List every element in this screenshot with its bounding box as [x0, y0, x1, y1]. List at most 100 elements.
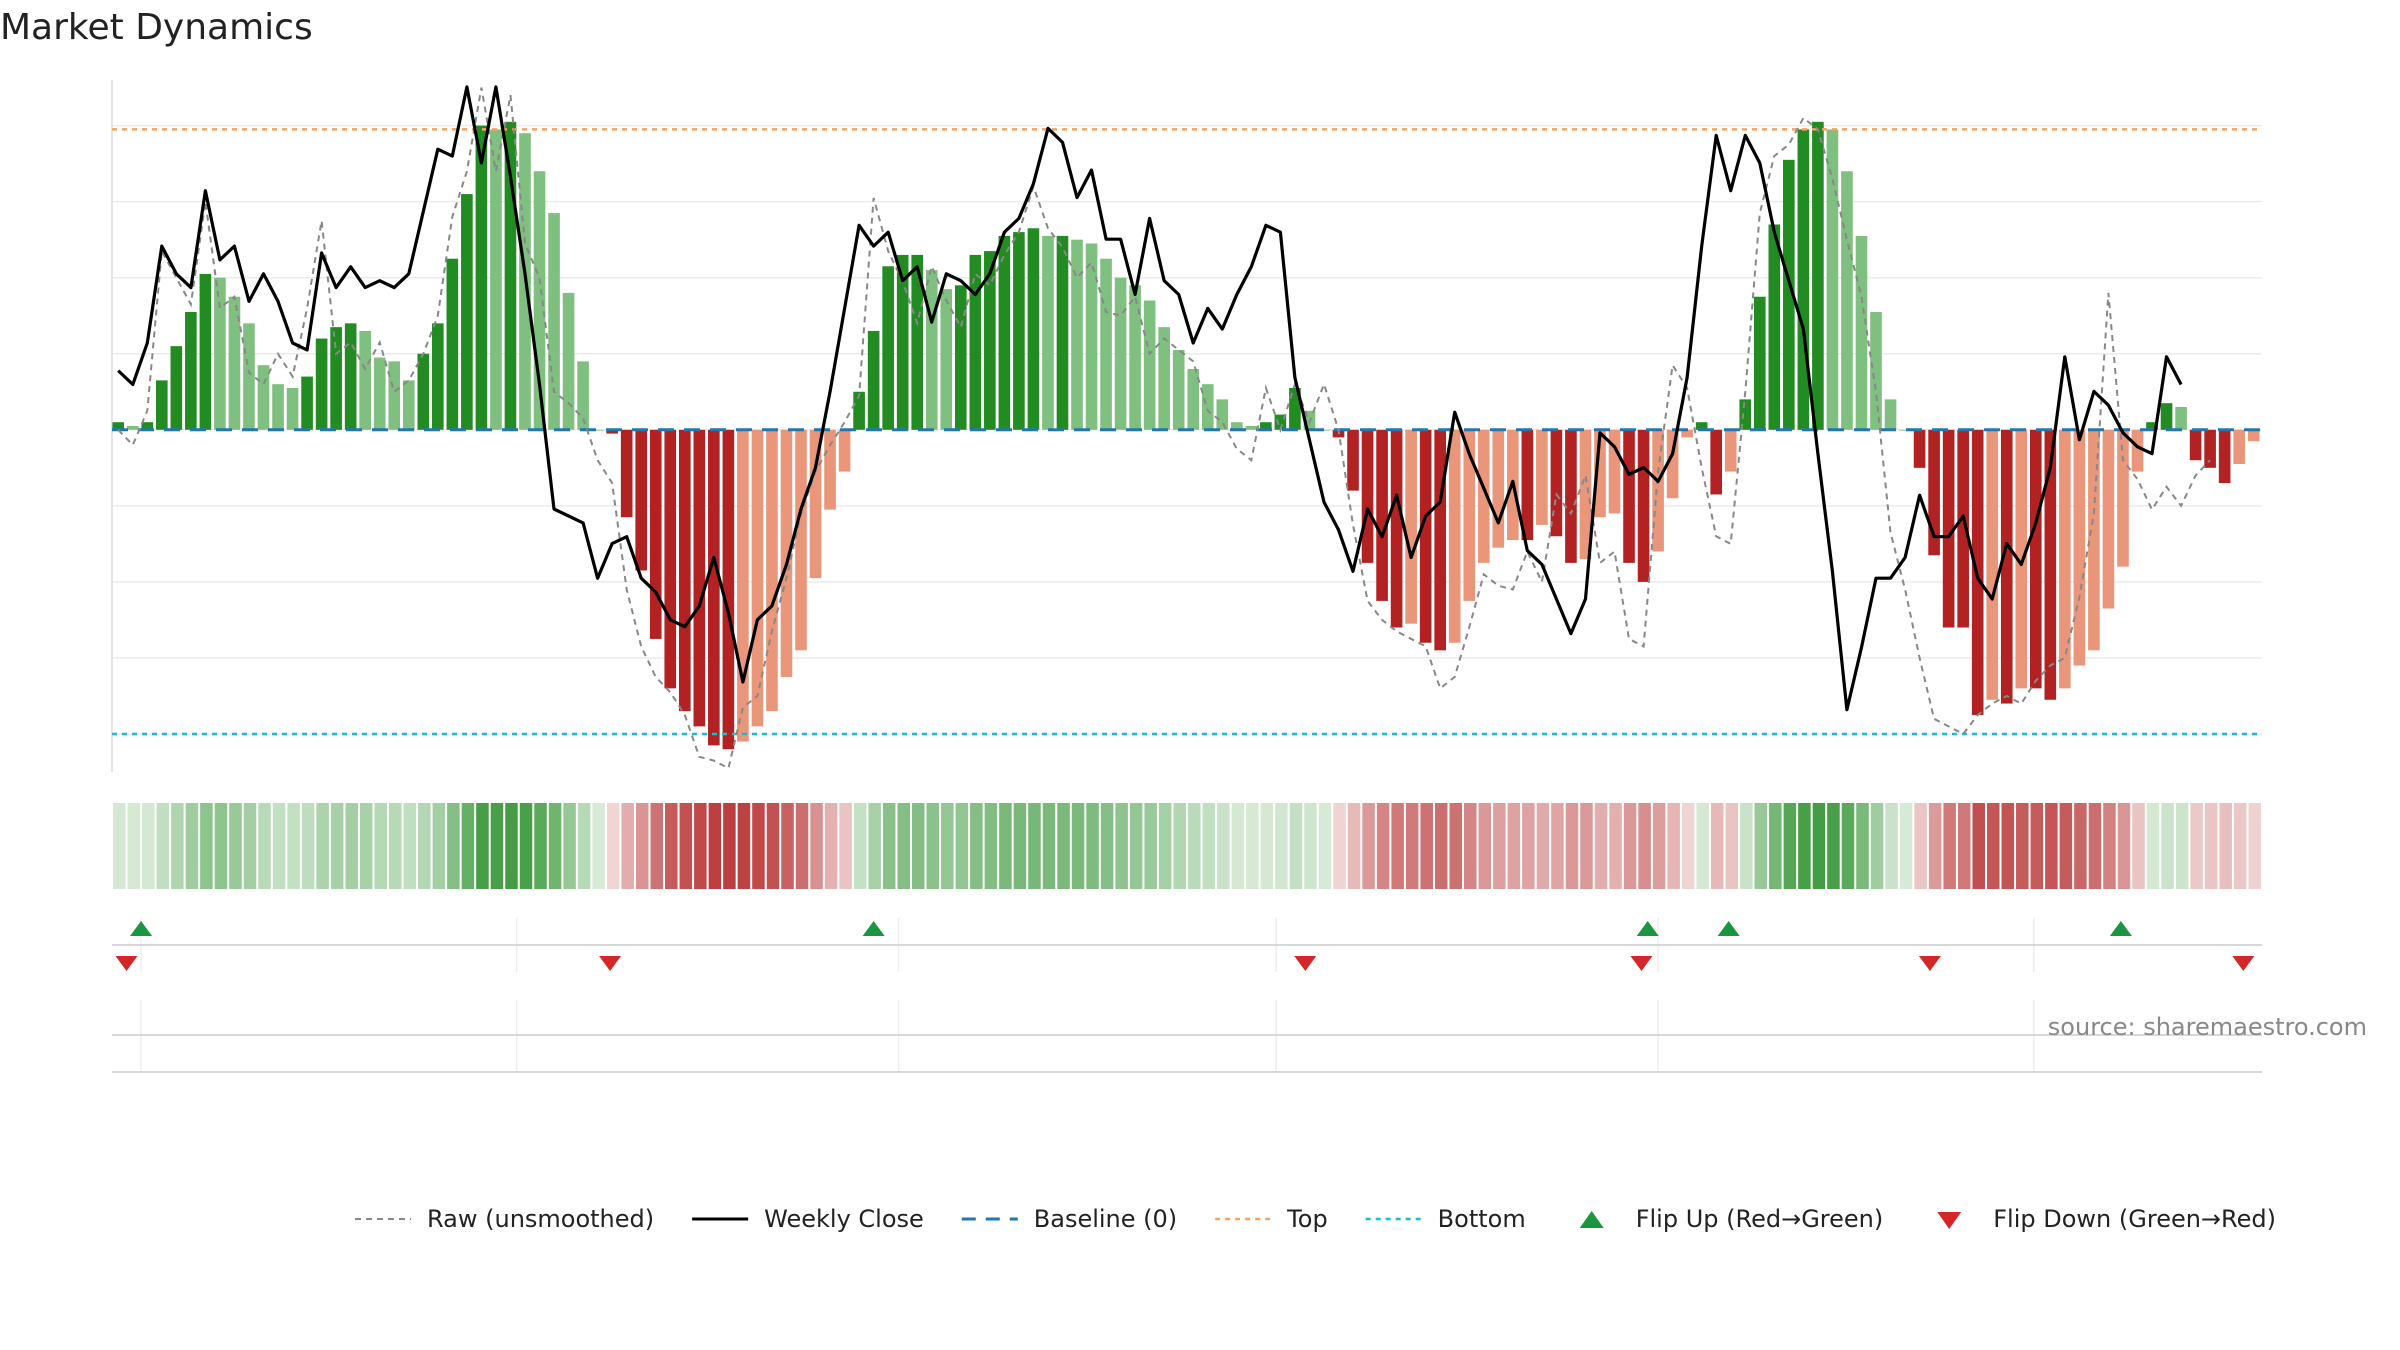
dynamics-bar	[853, 391, 865, 430]
heat-cell	[1986, 803, 2000, 889]
dynamics-bar	[1260, 422, 1272, 430]
flip-up-marker	[130, 921, 153, 936]
legend-label: Weekly Close	[764, 1205, 924, 1233]
heat-cell	[505, 803, 518, 889]
heat-cell	[970, 803, 983, 889]
dynamics-bar	[2175, 406, 2187, 430]
heat-cell	[708, 803, 722, 889]
dynamics-bar	[2088, 429, 2100, 651]
heat-cell	[2016, 803, 2029, 889]
heat-cell	[1289, 803, 1303, 889]
dynamics-bar	[548, 213, 560, 430]
heat-cell	[1740, 803, 1753, 889]
dynamics-bar	[1826, 129, 1839, 430]
heat-cell	[2103, 803, 2116, 889]
heat-cell	[389, 803, 402, 889]
dynamics-bar	[2117, 429, 2129, 567]
dynamics-bar	[1201, 384, 1214, 430]
heat-cell	[1754, 803, 1768, 889]
heat-cell	[1522, 803, 1535, 889]
dynamics-bar	[490, 129, 502, 430]
heat-cell	[1318, 803, 1332, 889]
dynamics-bar	[2015, 429, 2028, 689]
dynamics-bar	[1565, 429, 1577, 563]
dynamics-bar	[780, 429, 793, 677]
dynamics-bar	[185, 311, 197, 430]
dynamics-bar	[112, 422, 125, 430]
dynamics-bar	[1347, 429, 1359, 491]
dynamics-bar	[2146, 422, 2158, 430]
heat-cell	[1798, 803, 1811, 889]
heat-cell	[1580, 803, 1593, 889]
dynamics-bar	[984, 251, 996, 430]
dynamics-bar	[2044, 429, 2057, 700]
dynamics-bar	[243, 323, 255, 430]
main-axes	[111, 80, 2262, 772]
heat-cell	[1914, 803, 1927, 889]
heat-cell	[1972, 803, 1985, 889]
dynamics-bar	[954, 285, 967, 430]
heat-cell	[1885, 803, 1898, 889]
heat-cell	[606, 803, 620, 889]
heat-cell	[1188, 803, 1201, 889]
heat-cell	[1260, 803, 1274, 889]
dynamics-bar	[678, 429, 691, 712]
legend-swatch-flip-up	[1579, 1211, 1604, 1228]
heat-cell	[621, 803, 634, 889]
dynamics-bar	[2059, 429, 2071, 689]
flip-down-marker	[599, 956, 622, 971]
raw-series-line	[117, 87, 2211, 770]
dynamics-bar	[344, 323, 357, 430]
dynamics-bar	[272, 384, 284, 430]
dynamics-bar	[301, 376, 313, 430]
dynamics-bar	[2131, 429, 2144, 472]
heat-cell	[1202, 803, 1216, 889]
flip-up-marker	[862, 921, 885, 936]
legend-item-baseline: Baseline (0)	[961, 1205, 1177, 1233]
heat-cell	[1870, 803, 1884, 889]
heat-cell	[1376, 803, 1390, 889]
dynamics-bar	[330, 327, 342, 430]
heat-cell	[2248, 803, 2261, 889]
heat-cell	[301, 803, 315, 889]
heat-cell	[2146, 803, 2160, 889]
dynamics-bar	[461, 194, 473, 430]
heat-cell	[955, 803, 969, 889]
legend: Raw (unsmoothed) Weekly Close Baseline (0)…	[355, 1205, 2276, 1233]
heat-cell	[432, 803, 446, 889]
heat-cell	[1478, 803, 1492, 889]
heat-cell	[1158, 803, 1172, 889]
dynamics-bar	[1085, 243, 1098, 430]
dynamics-bar	[591, 429, 604, 431]
legend-label: Flip Up (Red→Green)	[1636, 1205, 1884, 1233]
heat-cell	[1565, 803, 1579, 889]
flip-up-marker	[1636, 921, 1659, 936]
dynamics-bar	[867, 330, 880, 430]
dynamics-bar	[766, 429, 778, 712]
dynamics-bar	[809, 429, 822, 579]
dynamics-bar	[1986, 429, 1999, 700]
dynamics-bar	[228, 296, 241, 430]
heat-cell	[490, 803, 504, 889]
heat-cell	[868, 803, 881, 889]
dynamics-bar	[199, 273, 212, 430]
heat-cell	[519, 803, 533, 889]
heat-cell	[1710, 803, 1724, 889]
dynamics-bar	[1230, 422, 1243, 430]
dynamics-bar	[155, 380, 168, 430]
dynamics-bar	[1841, 171, 1853, 430]
dynamics-bar	[1623, 429, 1635, 563]
dynamics-bar	[1521, 429, 1534, 541]
heat-cell	[171, 803, 184, 889]
heat-cell	[200, 803, 213, 889]
heat-cell	[1783, 803, 1797, 889]
heat-cell	[1129, 803, 1143, 889]
dynamics-bar	[1013, 232, 1025, 430]
heat-cell	[1681, 803, 1695, 889]
dynamics-bar	[2160, 403, 2173, 430]
heat-cell	[1057, 803, 1070, 889]
heat-cell	[650, 803, 664, 889]
heat-cell	[1013, 803, 1027, 889]
heat-cell	[2059, 803, 2073, 889]
heat-cell	[258, 803, 271, 889]
